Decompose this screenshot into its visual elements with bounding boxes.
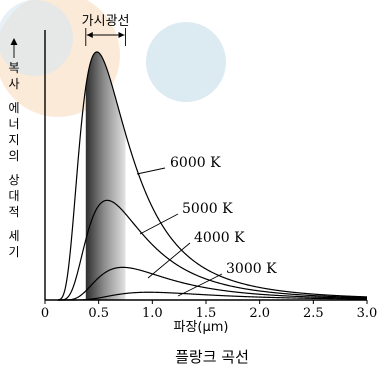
y-axis-title-char: 복: [8, 61, 19, 75]
x-tick-label: 0.5: [88, 306, 109, 321]
background-circle-blue-right: [146, 22, 226, 102]
x-axis-title: 파장(μm): [174, 320, 229, 335]
series-line-3000k: [57, 291, 367, 301]
chart-caption: 플랑크 곡선: [175, 348, 249, 366]
x-tick-label: 2.5: [303, 306, 324, 321]
y-axis-title-char: 대: [8, 189, 19, 203]
y-axis-title-char: 너: [8, 117, 19, 131]
series-leader-4000k: [147, 242, 191, 279]
visible-light-band: [85, 52, 126, 300]
x-tick-label: 1.5: [196, 306, 217, 321]
y-axis-title-char: 에: [8, 101, 19, 115]
visible-light-bracket: [85, 28, 126, 46]
series-line-4000k: [57, 266, 368, 301]
series-label-4000k: 4000 K: [194, 230, 245, 246]
x-ticks: 0 0.5 1.0 1.5 2.0 2.5 3.0: [41, 300, 377, 321]
series-labels: 6000 K 5000 K 4000 K 3000 K: [136, 155, 277, 297]
series-leader-3000k: [177, 273, 223, 297]
series-line-5000k: [57, 199, 368, 301]
series-leader-5000k: [139, 213, 179, 235]
bracket-arrow-right: [118, 32, 125, 38]
x-tick-label: 0: [41, 306, 49, 321]
series-label-5000k: 5000 K: [182, 201, 233, 217]
x-tick-label: 2.0: [249, 306, 270, 321]
y-title-arrow-head: [10, 38, 18, 45]
y-axis-title-char: 적: [8, 205, 19, 219]
x-tick-label: 1.0: [142, 306, 163, 321]
visible-light-label: 가시광선: [82, 14, 130, 29]
background-circle-blue-left: [0, 0, 73, 76]
bracket-arrow-left: [86, 32, 93, 38]
y-axis-title-char: 의: [8, 149, 19, 163]
series-lines: [57, 51, 368, 301]
y-axis-title-char: 상: [8, 173, 19, 187]
y-axis-title-char: 지: [8, 133, 19, 147]
y-axis-title-char: 사: [8, 77, 19, 91]
y-axis-title-char: 세: [8, 229, 19, 243]
series-label-3000k: 3000 K: [226, 261, 277, 277]
x-tick-label: 3.0: [357, 306, 378, 321]
y-axis-title-char: 기: [8, 245, 19, 259]
visible-band-fill: [85, 52, 126, 300]
series-line-6000k: [57, 51, 368, 301]
series-leader-6000k: [136, 167, 166, 175]
series-label-6000k: 6000 K: [170, 155, 221, 171]
